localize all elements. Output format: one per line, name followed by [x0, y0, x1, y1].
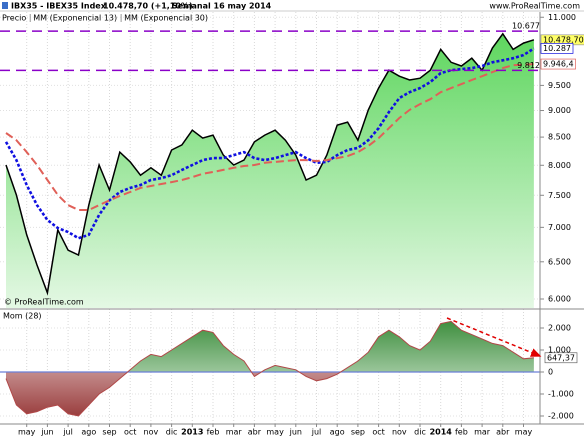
x-tick-label: jul	[62, 428, 73, 437]
x-tick-label: mar	[226, 428, 243, 437]
x-tick-label: sep	[102, 428, 116, 437]
x-tick-label: dic	[166, 428, 178, 437]
y-tick-label: 2.000	[548, 323, 571, 332]
value-label: 10.478,70	[543, 35, 584, 44]
legend-entry: Precio	[2, 14, 26, 23]
legend-entry: MM (Exponencial 13)	[33, 14, 117, 23]
reference-label: 9.812	[517, 61, 540, 70]
legend-entry: MM (Exponencial 30)	[124, 14, 208, 23]
value-label: 647,37	[547, 353, 575, 362]
reference-label: 10.677	[512, 22, 540, 31]
y-tick-label: 9.000	[548, 106, 571, 115]
x-tick-label: feb	[455, 428, 468, 437]
value-label-box	[540, 58, 576, 70]
period: Semanal 16 may 2014	[172, 2, 272, 11]
x-tick-label: may	[18, 428, 36, 437]
y-tick-label: 8.000	[548, 161, 571, 170]
negative-fill	[6, 371, 534, 416]
momentum-line	[5, 320, 534, 417]
instrument-title: IBX35 - IBEX35 Index	[11, 2, 107, 11]
value-label-box	[544, 352, 578, 364]
x-tick-label: may	[266, 428, 284, 437]
x-tick-label: 2013	[181, 428, 203, 437]
instrument-icon	[2, 2, 8, 9]
label-layer: may jun jul ago sep oct nov dic 2013 feb mar abr may…	[18, 13, 584, 437]
y-tick-label: 0	[548, 367, 553, 376]
series-line	[5, 63, 534, 211]
y-tick-label: 8.500	[548, 133, 571, 142]
x-tick-label: sep	[351, 428, 365, 437]
legend: Precio MM (Exponencial 13) MM (Exponencial…	[2, 14, 208, 23]
plot-layer	[0, 30, 540, 417]
x-tick-label: feb	[207, 428, 220, 437]
positive-fill	[127, 321, 534, 372]
y-tick-label: 6.000	[548, 295, 571, 304]
value-label-box	[540, 43, 574, 54]
x-tick-label: nov	[392, 428, 407, 437]
y-tick-label: -1.000	[548, 389, 574, 398]
x-tick-label: oct	[124, 428, 136, 437]
credit: © ProRealTime.com	[4, 298, 84, 307]
source: www.ProRealTime.com	[489, 2, 580, 11]
last-price: 10.478,70 (+1,10%)	[103, 2, 193, 11]
y-tick-label: 11.000	[548, 13, 576, 22]
series-line	[5, 32, 535, 296]
x-tick-label: oct	[372, 428, 384, 437]
x-tick-label: mar	[474, 428, 491, 437]
y-tick-label: 9.500	[548, 81, 571, 90]
y-tick-label: 6.500	[548, 257, 571, 266]
value-label: 9.946,4	[543, 60, 574, 69]
x-tick-label: jun	[40, 428, 53, 437]
area-fill	[6, 33, 534, 308]
x-tick-label: ago	[330, 428, 345, 437]
momentum-title: Mom (28)	[3, 312, 42, 321]
divergence-arrow	[446, 317, 542, 357]
x-tick-label: may	[515, 428, 533, 437]
x-tick-label: dic	[414, 428, 426, 437]
series-line	[4, 47, 535, 240]
x-tick-label: 2014	[430, 428, 453, 437]
x-tick-label: ago	[81, 428, 96, 437]
y-tick-label: 7.000	[548, 223, 571, 232]
y-tick-label: -2.000	[548, 411, 574, 420]
y-tick-label: 1.000	[548, 345, 571, 354]
y-tick-label: 7.500	[548, 191, 571, 200]
x-tick-label: jul	[311, 428, 322, 437]
x-tick-label: jun	[289, 428, 302, 437]
x-tick-label: nov	[144, 428, 159, 437]
x-tick-label: abr	[248, 428, 262, 437]
x-tick-label: abr	[496, 428, 510, 437]
price-plot	[4, 32, 535, 308]
value-label: 10.287	[543, 44, 571, 53]
